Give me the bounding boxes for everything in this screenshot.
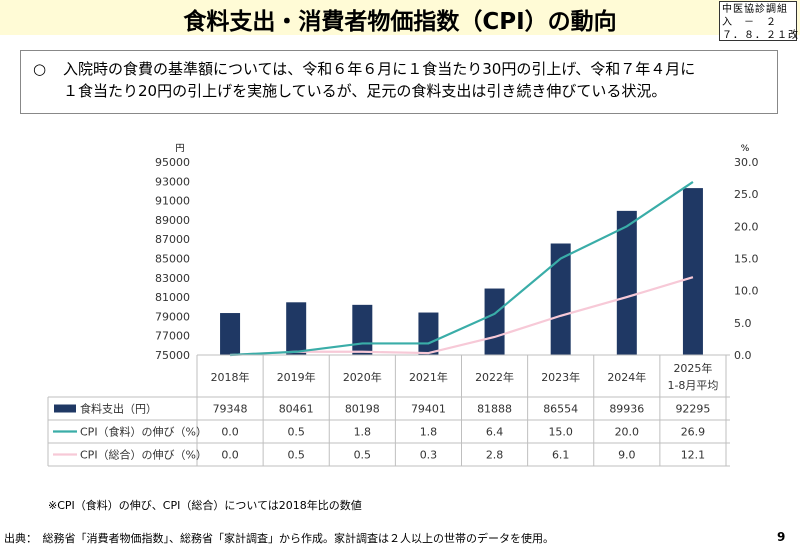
reference-line-2: 入 － ２	[722, 17, 777, 28]
reference-line-1: 中医協診調組	[722, 4, 788, 15]
table-cell-value: 79401	[411, 403, 446, 416]
table-cell-value: 80461	[279, 403, 314, 416]
left-axis-tick-label: 85000	[155, 253, 190, 266]
left-axis-tick-label: 83000	[155, 272, 190, 285]
right-axis-tick-label: 15.0	[734, 253, 759, 266]
table-cell-value: 9.0	[618, 449, 636, 462]
left-axis-tick-label: 93000	[155, 175, 190, 188]
line-cpi-food	[230, 181, 694, 357]
table-cell-value: 81888	[477, 403, 512, 416]
page-number: 9	[777, 530, 786, 544]
right-axis-tick-label: 0.0	[734, 349, 752, 362]
left-axis-tick-label: 91000	[155, 195, 190, 208]
legend-entry: CPI（総合）の伸び（%）	[80, 448, 207, 462]
table-cell-value: 0.0	[221, 449, 239, 462]
left-axis-tick-label: 79000	[155, 310, 190, 323]
table-cell-value: 80198	[345, 403, 380, 416]
right-axis-tick-label: 30.0	[734, 156, 759, 169]
table-cell-value: 12.1	[681, 449, 706, 462]
bar-food-expenditure	[616, 210, 637, 355]
table-cell-value: 0.5	[287, 449, 305, 462]
bar-food-expenditure	[352, 304, 373, 355]
summary-line-1: ○ 入院時の食費の基準額については、令和６年６月に１食当たり30円の引上げ、令和７…	[33, 58, 765, 80]
summary-text-1: 入院時の食費の基準額については、令和６年６月に１食当たり30円の引上げ、令和７年…	[63, 60, 696, 78]
bar-food-expenditure	[550, 243, 571, 355]
category-label: 2019年	[277, 370, 316, 384]
legend-entry: CPI（食料）の伸び（%）	[80, 425, 207, 439]
left-axis-unit: 円	[175, 143, 184, 154]
source-note: 出典： 総務省「消費者物価指数」、総務省「家計調査」から作成。家計調査は２人以上…	[4, 532, 554, 545]
summary-line-2: １食当たり20円の引上げを実施しているが、足元の食料支出は引き続き伸びている状況…	[63, 82, 667, 100]
right-axis-tick-label: 25.0	[734, 188, 759, 201]
left-axis-tick-label: 81000	[155, 291, 190, 304]
category-label: 2022年	[475, 370, 514, 384]
line-cpi-total	[230, 276, 694, 357]
table-cell-value: 0.3	[420, 449, 438, 462]
left-axis-tick-label: 87000	[155, 233, 190, 246]
table-cell-value: 0.0	[221, 426, 239, 439]
table-cell-value: 1.8	[420, 426, 438, 439]
category-label: 2024年	[607, 370, 646, 384]
table-cell-value: 92295	[675, 403, 710, 416]
summary-box: ○ 入院時の食費の基準額については、令和６年６月に１食当たり30円の引上げ、令和７…	[20, 50, 778, 114]
table-cell-value: 15.0	[548, 426, 573, 439]
table-cell-value: 89936	[609, 403, 644, 416]
left-axis-tick-label: 75000	[155, 349, 190, 362]
table-cell-value: 20.0	[615, 426, 640, 439]
legend-entry: 食料支出（円）	[80, 402, 157, 416]
left-axis-tick-label: 95000	[155, 156, 190, 169]
category-label: 2018年	[211, 370, 250, 384]
title-bar	[0, 0, 800, 35]
left-axis-tick-label: 89000	[155, 214, 190, 227]
table-cell-value: 6.4	[486, 426, 504, 439]
category-label: 2020年	[343, 370, 382, 384]
bar-food-expenditure	[220, 313, 241, 355]
table-cell-value: 86554	[543, 403, 578, 416]
page-title: 食料支出・消費者物価指数（CPI）の動向	[183, 9, 617, 35]
bar-food-expenditure	[484, 288, 505, 355]
category-label: 2023年	[541, 370, 580, 384]
legend-key-bar	[54, 404, 76, 413]
right-axis-tick-label: 5.0	[734, 317, 752, 330]
bar-food-expenditure	[286, 302, 307, 355]
bullet-circle: ○	[33, 60, 47, 78]
right-axis-tick-label: 20.0	[734, 220, 759, 233]
right-axis-unit: %	[741, 144, 750, 154]
table-cell-value: 0.5	[354, 449, 372, 462]
table-cell-value: 2.8	[486, 449, 504, 462]
table-cell-value: 79348	[213, 403, 248, 416]
category-label: 2021年	[409, 370, 448, 384]
bar-food-expenditure	[418, 312, 439, 355]
footnote: ※CPI（食料）の伸び、CPI（総合）については2018年比の数値	[48, 499, 362, 512]
table-cell-value: 6.1	[552, 449, 570, 462]
table-cell-value: 1.8	[354, 426, 372, 439]
reference-line-3: ７．８．２１改	[722, 30, 799, 41]
table-cell-value: 0.5	[287, 426, 305, 439]
document-reference-box: 中医協診調組 入 － ２ ７．８．２１改	[719, 1, 799, 41]
bar-food-expenditure	[682, 188, 703, 355]
right-axis-tick-label: 10.0	[734, 285, 759, 298]
table-cell-value: 26.9	[681, 426, 706, 439]
category-label: 2025年 1-8月平均	[667, 361, 718, 392]
left-axis-tick-label: 77000	[155, 330, 190, 343]
